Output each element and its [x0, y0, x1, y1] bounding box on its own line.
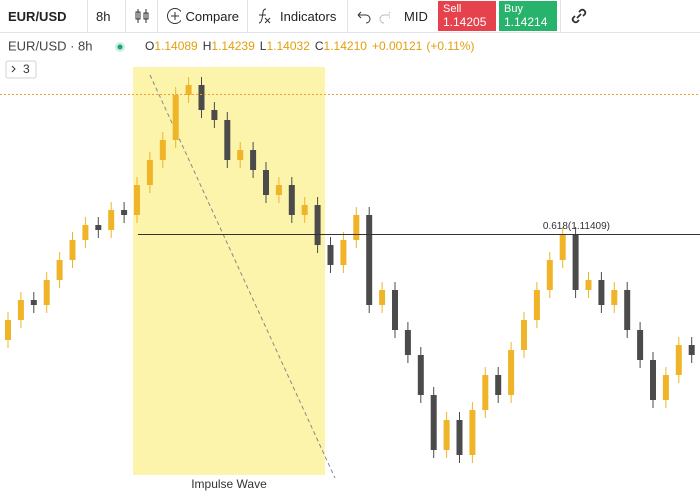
buy-button[interactable]: Buy 1.14214 [499, 1, 557, 31]
candle-body [559, 235, 566, 260]
candle-body [650, 360, 656, 400]
fx-icon [258, 8, 271, 24]
candle-body [624, 290, 631, 330]
wave-line [149, 74, 336, 479]
change: +0.00121 [372, 39, 423, 53]
o-label: O [145, 39, 154, 53]
candle-body [443, 420, 450, 450]
impulse-label: Impulse Wave [191, 477, 267, 491]
chart: Impulse Wave EUR/USD · 8h O1.14089 H1.142… [0, 38, 700, 491]
candle-body [30, 300, 37, 305]
studies-count: 3 [23, 62, 30, 76]
compare-label: Compare [185, 8, 239, 24]
fib-label: 0.618(1.11409) [543, 221, 610, 232]
indicators-label: Indicators [280, 8, 337, 24]
candle-body [392, 290, 398, 330]
candle-body [611, 290, 618, 305]
l-label: L [260, 39, 267, 53]
candle-body [675, 345, 682, 375]
h-value: 1.14239 [211, 39, 255, 53]
undo-redo[interactable] [348, 0, 398, 32]
c-label: C [315, 39, 324, 53]
candle-body [172, 95, 179, 140]
studies-toggle[interactable] [5, 60, 37, 79]
candle-body [585, 280, 592, 290]
candle-body [82, 225, 89, 240]
candle-body [185, 85, 192, 95]
candle-body [546, 260, 553, 290]
legend-symbol: EUR/USD · 8h [8, 38, 93, 53]
candle-body [662, 375, 669, 400]
toolbar: EUR/USD 8h Compare Indicators MID Sell 1… [0, 0, 700, 33]
o-value: 1.14089 [154, 39, 198, 53]
candle-body [43, 280, 50, 305]
sell-button[interactable]: Sell 1.14205 [438, 1, 496, 31]
candle-body [314, 205, 321, 245]
candle-body [456, 420, 463, 455]
plus-icon [167, 8, 181, 24]
candle-body [598, 280, 605, 305]
candle-body [198, 85, 205, 110]
change-pct: (+0.11%) [426, 39, 474, 53]
ohlc-legend: O1.14089 H1.14239 L1.14032 C1.14210 +0.00121… [145, 39, 474, 53]
candle-body [263, 170, 269, 195]
candle-body [250, 150, 257, 170]
candle-body [146, 160, 153, 185]
candle-body [5, 320, 11, 340]
candle-body [237, 150, 244, 160]
candle-body [533, 290, 540, 320]
candle-body [69, 240, 76, 260]
candle-body [211, 110, 218, 120]
candle-body [482, 375, 489, 410]
candle-body [275, 185, 282, 195]
link-icon [571, 8, 587, 24]
candle-body [572, 235, 579, 290]
candle-body [17, 300, 24, 320]
l-value: 1.14032 [266, 39, 310, 53]
buy-price: 1.14214 [504, 15, 548, 29]
candle-icon [135, 9, 149, 23]
sell-price: 1.14205 [443, 15, 487, 29]
candle-body [637, 330, 644, 360]
candle-body [134, 185, 140, 215]
candle-body [56, 260, 63, 280]
status-dot [117, 44, 123, 50]
c-value: 1.14210 [324, 39, 368, 53]
interval[interactable]: 8h [88, 0, 126, 32]
symbol[interactable]: EUR/USD [0, 0, 88, 32]
candle-body [688, 345, 695, 355]
candle-body [521, 320, 527, 350]
chevron [11, 65, 16, 73]
candle-body [121, 210, 128, 215]
candle-body [159, 140, 166, 160]
candle-body [327, 245, 334, 265]
candle-body [469, 410, 476, 455]
candle-body [301, 205, 308, 215]
candle-body [95, 225, 102, 230]
link-button[interactable] [560, 0, 598, 32]
candle-body [224, 120, 231, 160]
compare-button[interactable]: Compare [158, 0, 248, 32]
indicators-button[interactable]: Indicators [248, 0, 348, 32]
candle-body [340, 240, 347, 265]
candle-body [404, 330, 411, 355]
chart-style-button[interactable] [126, 0, 158, 32]
mid-button[interactable]: MID [404, 8, 428, 24]
candle-body [366, 215, 373, 305]
candle-body [288, 185, 295, 215]
candle-body [417, 355, 424, 395]
undo-redo-icon [357, 11, 390, 24]
candle-body [108, 210, 115, 230]
candle-body [508, 350, 515, 395]
candle-body [353, 215, 360, 240]
sell-label: Sell [443, 3, 462, 15]
candle-body [430, 395, 437, 450]
candle-body [379, 290, 386, 305]
candle-body [495, 375, 502, 395]
h-label: H [203, 39, 212, 53]
buy-label: Buy [504, 3, 523, 15]
